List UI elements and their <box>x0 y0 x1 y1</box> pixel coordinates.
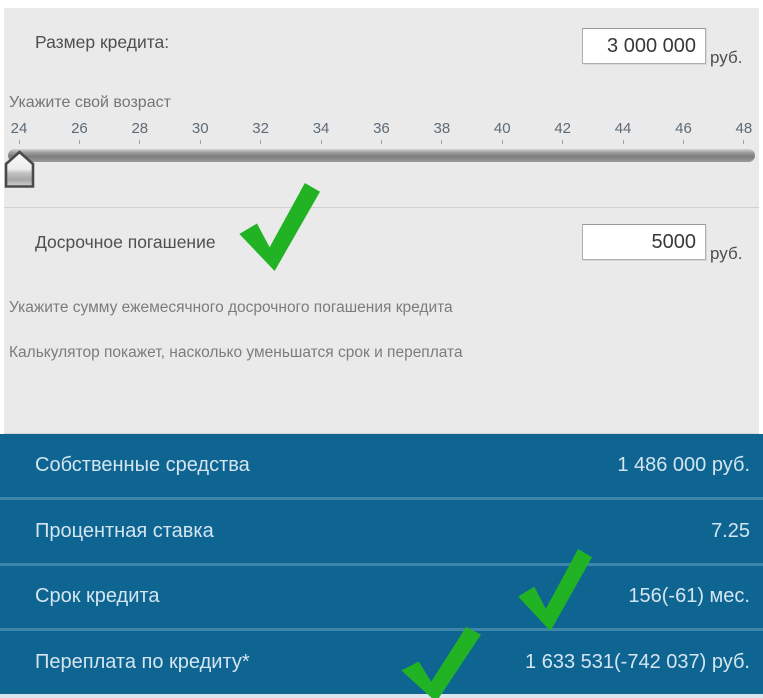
result-row-overpayment: Переплата по кредиту* 1 633 531(-742 037… <box>0 628 763 694</box>
slider-tick-mark <box>743 140 745 144</box>
slider-tick: 30 <box>187 120 213 144</box>
slider-tick-row: 24 26 28 30 32 34 36 38 40 42 44 46 48 <box>6 120 757 144</box>
slider-tick: 44 <box>610 120 636 144</box>
slider-tick-mark <box>501 140 503 144</box>
slider-tick-label: 32 <box>252 120 269 137</box>
slider-tick: 28 <box>127 120 153 144</box>
slider-tick-mark <box>562 140 564 144</box>
slider-handle[interactable] <box>4 150 35 189</box>
slider-tick-label: 36 <box>373 120 390 137</box>
result-value: 156(-61) мес. <box>628 585 750 608</box>
early-repayment-label: Досрочное погашение <box>35 232 216 252</box>
result-label: Процентная ставка <box>35 519 214 542</box>
slider-tick-label: 42 <box>554 120 571 137</box>
result-value: 7.25 <box>711 519 750 542</box>
slider-tick: 48 <box>731 120 757 144</box>
slider-tick: 42 <box>550 120 576 144</box>
loan-amount-currency: руб. <box>710 48 743 67</box>
slider-tick-label: 46 <box>675 120 692 137</box>
slider-tick: 24 <box>6 120 32 144</box>
slider-tick: 38 <box>429 120 455 144</box>
early-repayment-input[interactable] <box>582 224 706 260</box>
slider-tick-mark <box>78 140 80 144</box>
loan-amount-label: Размер кредита: <box>35 32 170 52</box>
slider-tick-label: 30 <box>191 120 209 137</box>
slider-tick: 26 <box>66 120 92 144</box>
slider-tick-label: 34 <box>312 120 330 137</box>
early-repayment-hint-1: Укажите сумму ежемесячного досрочного по… <box>9 299 453 316</box>
result-row-own-funds: Собственные средства 1 486 000 руб. <box>0 434 763 497</box>
slider-tick-label: 44 <box>614 120 632 137</box>
slider-tick-mark <box>622 140 624 144</box>
slider-tick-mark <box>441 140 443 144</box>
age-slider[interactable]: 24 26 28 30 32 34 36 38 40 42 44 46 48 <box>4 118 759 198</box>
loan-panel: Размер кредита: руб. Укажите свой возрас… <box>4 8 759 434</box>
age-label: Укажите свой возраст <box>9 94 171 111</box>
slider-track[interactable] <box>8 149 755 162</box>
slider-tick-label: 38 <box>433 120 451 137</box>
early-repayment-currency: руб. <box>710 244 743 263</box>
early-repayment-hint-2: Калькулятор покажет, насколько уменьшатс… <box>9 344 463 361</box>
result-label: Собственные средства <box>35 453 250 476</box>
slider-tick-mark <box>682 140 684 144</box>
slider-tick-label: 48 <box>735 120 753 137</box>
slider-tick-label: 26 <box>71 120 88 137</box>
slider-tick-mark <box>139 140 141 144</box>
slider-tick: 40 <box>489 120 515 144</box>
result-value: 1 486 000 руб. <box>617 453 750 476</box>
result-label: Срок кредита <box>35 585 160 608</box>
slider-tick-mark <box>320 140 322 144</box>
bottom-strip <box>0 694 763 698</box>
slider-tick-label: 40 <box>493 120 511 137</box>
result-row-loan-term: Срок кредита 156(-61) мес. <box>0 562 763 629</box>
slider-tick-mark <box>199 140 201 144</box>
result-value: 1 633 531(-742 037) руб. <box>525 651 750 674</box>
slider-tick: 46 <box>670 120 696 144</box>
slider-tick-label: 24 <box>10 120 28 137</box>
results-panel: Собственные средства 1 486 000 руб. Проц… <box>0 434 763 694</box>
house-handle-icon <box>4 150 35 188</box>
slider-tick: 32 <box>248 120 274 144</box>
result-label: Переплата по кредиту* <box>35 651 250 674</box>
result-row-interest-rate: Процентная ставка 7.25 <box>0 496 763 563</box>
slider-tick: 36 <box>368 120 394 144</box>
slider-tick-mark <box>380 140 382 144</box>
slider-tick-mark <box>18 140 20 144</box>
slider-tick-label: 28 <box>131 120 149 137</box>
slider-tick-mark <box>260 140 262 144</box>
section-divider <box>4 207 759 208</box>
slider-tick: 34 <box>308 120 334 144</box>
loan-amount-input[interactable] <box>582 28 706 64</box>
